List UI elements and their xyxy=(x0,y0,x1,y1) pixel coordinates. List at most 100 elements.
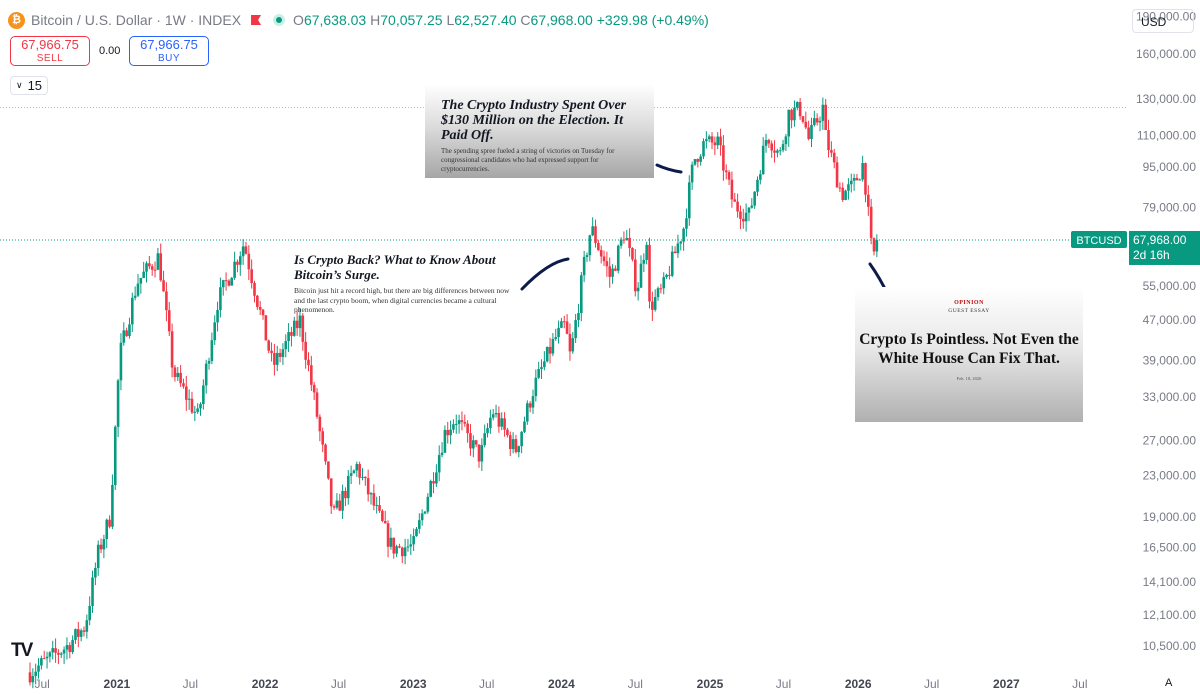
candle-body xyxy=(88,605,91,621)
x-tick-label: Jul xyxy=(628,677,643,691)
candle-body xyxy=(741,218,745,222)
candle-body xyxy=(511,439,515,450)
candle-body xyxy=(51,648,55,653)
candle-body xyxy=(813,118,816,125)
candle-body xyxy=(582,256,586,276)
candle-body xyxy=(528,403,532,408)
candle-body xyxy=(869,206,873,239)
candle-body xyxy=(148,263,151,267)
candle-body xyxy=(463,421,467,424)
currency-selector[interactable]: USD xyxy=(1132,9,1194,33)
candle-body xyxy=(534,377,538,397)
candle-body xyxy=(324,444,327,462)
news-card-opinion: OPINION GUEST ESSAY Crypto Is Pointless.… xyxy=(855,287,1083,422)
x-tick-label: Jul xyxy=(183,677,198,691)
candle-body xyxy=(227,280,231,286)
candle-body xyxy=(830,150,833,153)
y-tick-label: 79,000.00 xyxy=(1143,200,1197,214)
candle-body xyxy=(184,386,188,400)
candle-body xyxy=(449,429,452,436)
candle-body xyxy=(213,322,217,341)
candle-body xyxy=(523,421,526,432)
y-tick-label: 110,000.00 xyxy=(1137,128,1196,142)
candle-body xyxy=(580,275,583,314)
candle-body xyxy=(358,464,361,478)
candle-body xyxy=(48,652,52,657)
candle-body xyxy=(238,256,242,265)
candle-body xyxy=(716,136,720,146)
candle-body xyxy=(352,470,356,474)
candle-body xyxy=(548,346,552,354)
auto-scale-button[interactable]: A xyxy=(1165,677,1173,689)
candle-body xyxy=(662,277,666,289)
candle-body xyxy=(122,330,126,343)
y-tick-label: 14,100.00 xyxy=(1143,575,1197,589)
symbol-header: ₿ Bitcoin / U.S. Dollar · 1W · INDEX O67… xyxy=(8,10,709,30)
candle-body xyxy=(170,331,174,368)
candle-body xyxy=(34,671,37,677)
buy-price: 67,966.75 xyxy=(140,37,198,52)
candle-body xyxy=(619,239,623,246)
candle-body xyxy=(327,461,330,479)
candle-body xyxy=(28,672,32,683)
candle-body xyxy=(31,676,35,683)
candle-body xyxy=(270,350,273,354)
candle-body xyxy=(96,544,100,568)
sell-button[interactable]: 67,966.75 SELL xyxy=(10,36,90,66)
candle-body xyxy=(480,445,484,462)
candle-body xyxy=(383,520,387,524)
candle-body xyxy=(389,537,393,547)
candle-body xyxy=(307,359,310,366)
candle-body xyxy=(429,481,432,497)
candle-body xyxy=(588,235,592,256)
candle-body xyxy=(381,510,384,521)
candle-body xyxy=(116,380,120,427)
candle-body xyxy=(113,426,117,485)
buy-button[interactable]: 67,966.75 BUY xyxy=(129,36,209,66)
candle-body xyxy=(153,269,157,271)
y-tick-label: 47,000.00 xyxy=(1143,313,1197,327)
symbol-title[interactable]: Bitcoin / U.S. Dollar · 1W · INDEX xyxy=(31,12,242,28)
interval-selector[interactable]: ∨ 15 xyxy=(10,76,48,95)
candle-body xyxy=(642,259,646,264)
candle-body xyxy=(483,433,486,446)
candle-body xyxy=(62,649,66,654)
candle-body xyxy=(591,226,594,236)
candle-body xyxy=(378,505,381,511)
candle-body xyxy=(540,367,543,370)
candle-body xyxy=(699,156,702,162)
candle-body xyxy=(744,212,748,222)
candle-body xyxy=(543,361,546,368)
candle-body xyxy=(253,282,256,296)
candle-body xyxy=(645,244,648,260)
y-tick-label: 39,000.00 xyxy=(1143,354,1197,368)
candle-body xyxy=(489,417,492,429)
candle-body xyxy=(193,411,197,413)
candle-body xyxy=(74,629,77,640)
candle-body xyxy=(133,295,137,298)
flag-icon[interactable] xyxy=(251,15,262,25)
candle-body xyxy=(622,239,626,241)
news-date: Feb. 18, 2026 xyxy=(956,376,982,381)
candle-body xyxy=(497,412,501,427)
candle-body xyxy=(545,346,549,362)
candle-body xyxy=(500,418,504,427)
candle-body xyxy=(835,162,839,188)
candle-body xyxy=(310,365,313,385)
x-tick-label: 2025 xyxy=(697,677,724,691)
x-tick-label: Jul xyxy=(776,677,791,691)
candle-body xyxy=(520,431,523,447)
candle-body xyxy=(145,263,148,272)
candle-body xyxy=(713,142,717,146)
sell-label: SELL xyxy=(36,53,64,64)
candle-body xyxy=(616,245,620,271)
annotation-stroke xyxy=(655,163,683,174)
annotation-stroke xyxy=(520,257,570,291)
candle-body xyxy=(761,145,765,175)
candle-body xyxy=(219,287,222,310)
candle-body xyxy=(167,310,171,332)
candle-body xyxy=(594,226,597,243)
candle-body xyxy=(867,194,870,207)
candlestick-series xyxy=(28,97,879,689)
candle-body xyxy=(736,201,739,212)
